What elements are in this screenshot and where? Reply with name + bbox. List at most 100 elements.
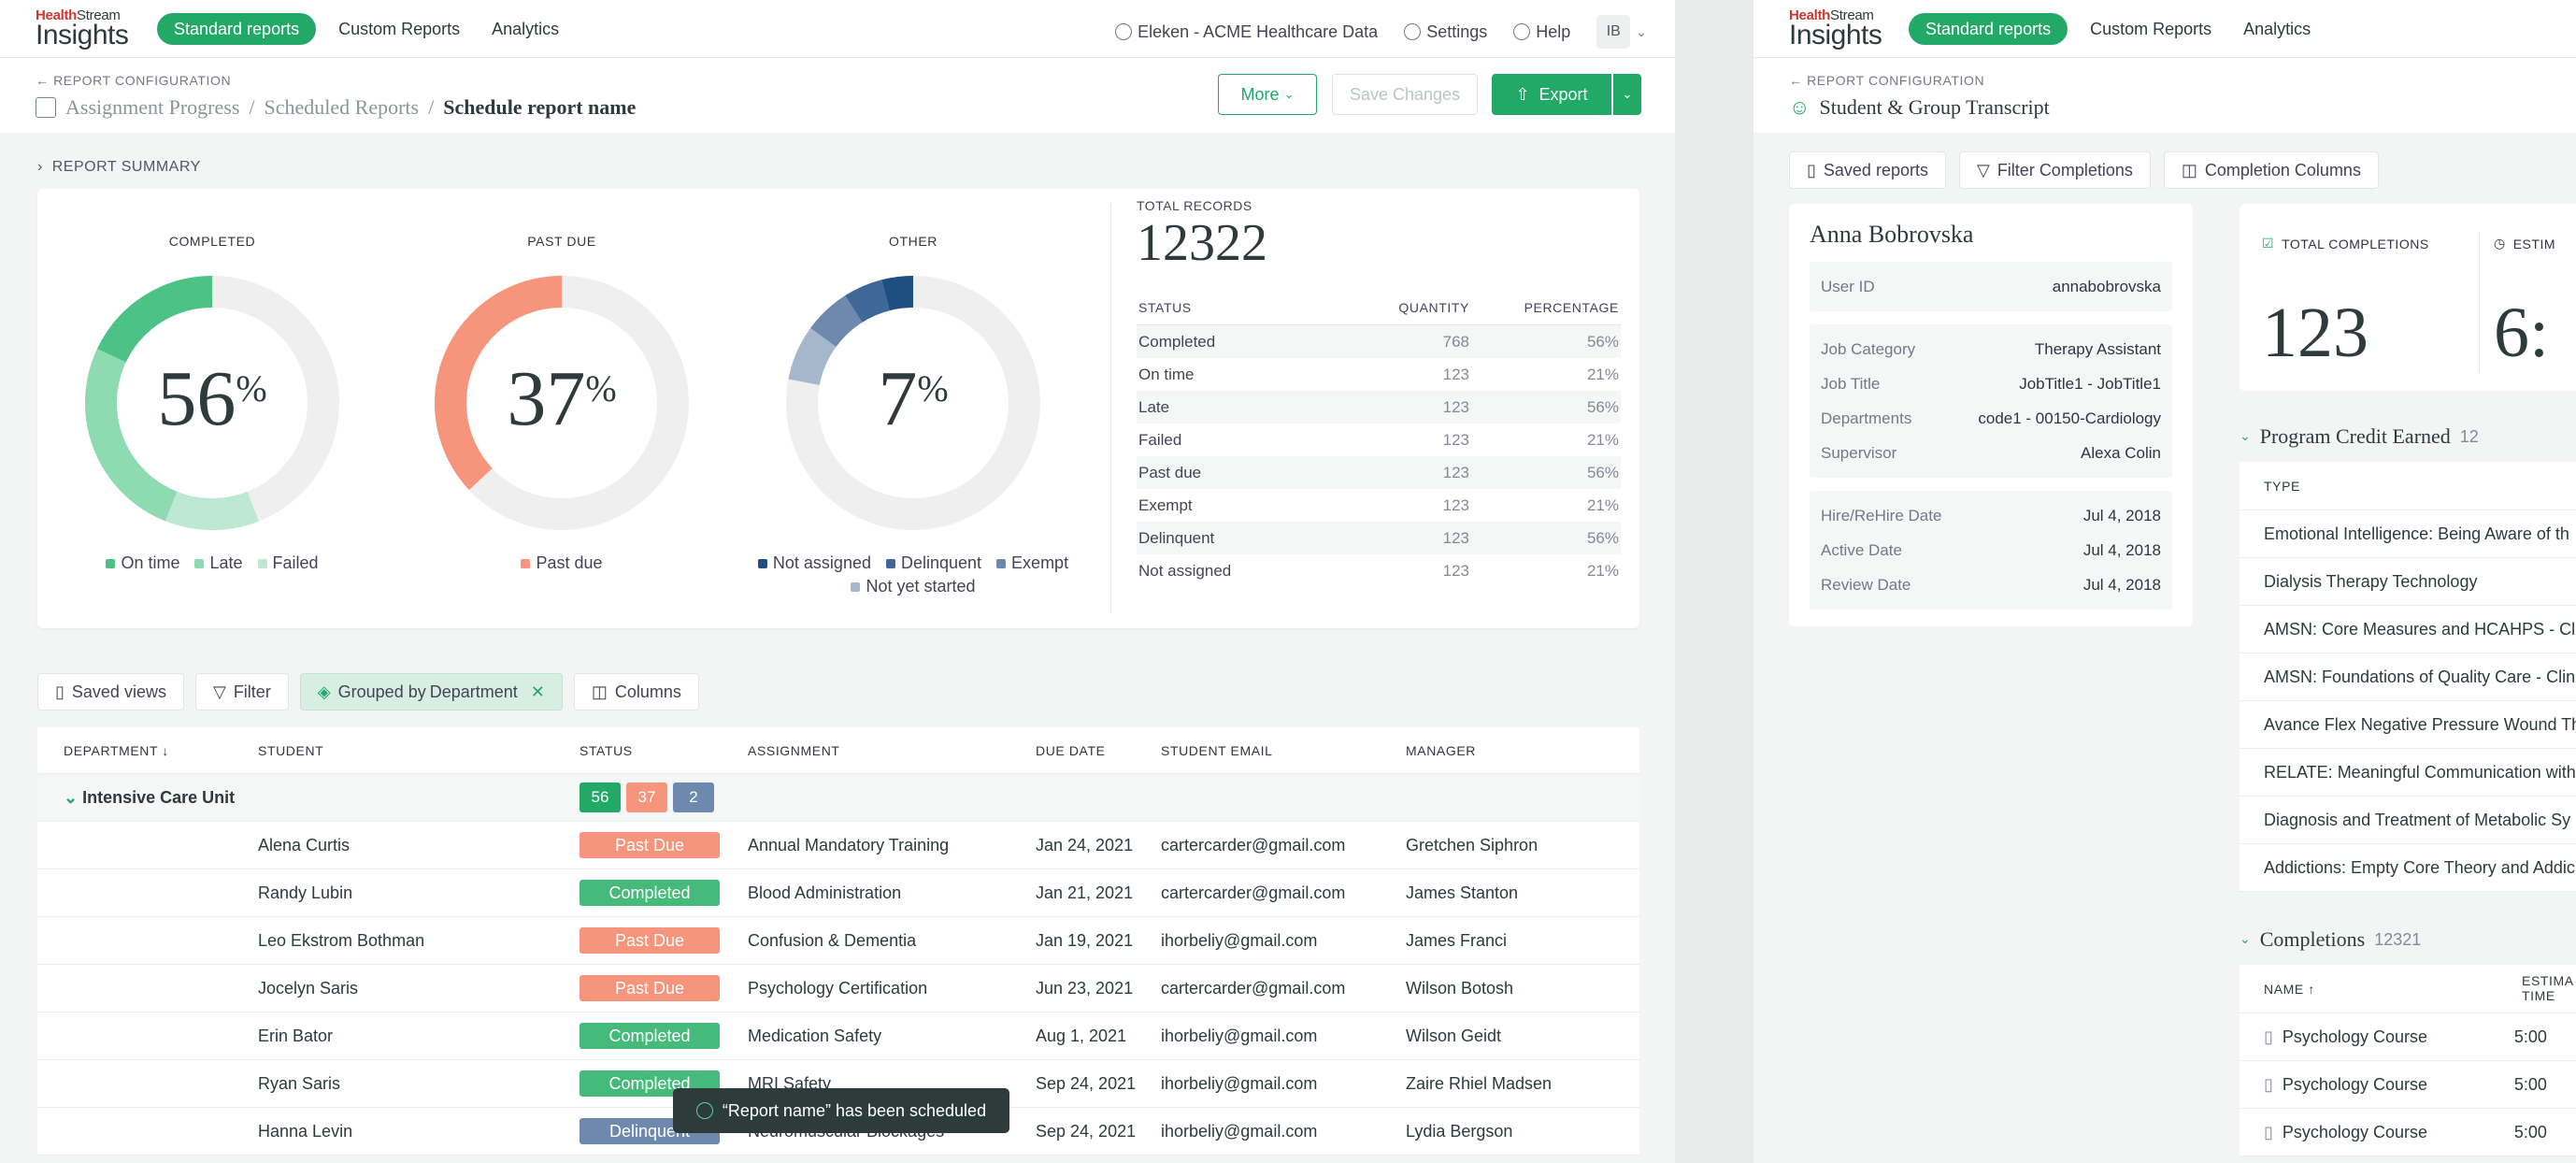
status-quantity: 123	[1442, 463, 1469, 481]
cell-assignment: Psychology Certification	[748, 978, 928, 998]
status-name: Completed	[1138, 332, 1216, 351]
donut-segment-exempt[interactable]	[778, 267, 1049, 538]
column-header-manager[interactable]: MANAGER	[1406, 742, 1476, 758]
profile-field: Active Date Jul 4, 2018	[1821, 533, 2161, 567]
student-name: Anna Bobrovska	[1810, 221, 1974, 248]
logo[interactable]: HealthStream Insights	[1789, 8, 1882, 50]
completion-row[interactable]: ▯ Psychology Course 5:00	[2240, 1061, 2576, 1109]
column-header-student[interactable]: STUDENT	[258, 742, 324, 758]
column-header-assignment[interactable]: ASSIGNMENT	[748, 742, 840, 758]
grouped-by-chip[interactable]: ◈ Grouped by Department ✕	[299, 673, 563, 711]
program-item[interactable]: AMSN: Core Measures and HCAHPS - Clin	[2240, 606, 2576, 653]
donut-percent: 56	[157, 355, 236, 442]
dates-block: Hire/ReHire Date Jul 4, 2018 Active Date Ju…	[1810, 491, 2172, 610]
program-list-header[interactable]: TYPE	[2240, 462, 2576, 510]
legend-swatch	[851, 582, 861, 592]
donut-segment-failed[interactable]	[77, 267, 348, 538]
settings-label: Settings	[1426, 22, 1488, 41]
table-row[interactable]: Erin Bator Completed Medication Safety Aug …	[37, 1012, 1639, 1060]
export-dropdown-button[interactable]: ⌄	[1613, 74, 1641, 115]
column-header[interactable]: PERCENTAGE	[1524, 299, 1619, 315]
nav-analytics[interactable]: Analytics	[492, 19, 560, 38]
status-name: Past due	[1138, 463, 1202, 481]
table-row[interactable]: Alena Curtis Past Due Annual Mandatory Tra…	[37, 822, 1639, 869]
cell-email: cartercarder@gmail.com	[1161, 883, 1346, 902]
cell-email: ihorbeliy@gmail.com	[1161, 1073, 1318, 1093]
completion-row[interactable]: ▯ Psychology Course 5:00	[2240, 1109, 2576, 1156]
table-row[interactable]: Randy Lubin Completed Blood Administration…	[37, 869, 1639, 917]
job-info-block: Job Category Therapy Assistant Job Title Jo…	[1810, 324, 2172, 478]
profile-field-value: Jul 4, 2018	[2082, 575, 2161, 594]
completion-columns-button[interactable]: ◫ Completion Columns	[2163, 151, 2379, 189]
saved-views-button[interactable]: ▯ Saved views	[37, 673, 184, 711]
breadcrumb-scheduled-reports[interactable]: Scheduled Reports	[264, 95, 420, 119]
column-header-name[interactable]: NAME ↑	[2264, 982, 2522, 997]
program-item[interactable]: Avance Flex Negative Pressure Wound Th	[2240, 701, 2576, 749]
program-credit-header[interactable]: ⌄ Program Credit Earned 12	[2240, 424, 2479, 449]
close-icon[interactable]: ✕	[530, 682, 545, 701]
cell-status: Completed	[580, 880, 748, 906]
nav-standard-reports[interactable]: Standard reports	[157, 13, 317, 45]
total-completions-label: TOTAL COMPLETIONS	[2282, 236, 2429, 251]
donut-title: PAST DUE	[527, 234, 596, 249]
column-header-due-date[interactable]: DUE DATE	[1036, 742, 1106, 758]
status-percentage: 21%	[1586, 561, 1619, 580]
column-header-student-email[interactable]: STUDENT EMAIL	[1161, 742, 1273, 758]
chevron-down-icon: ⌄	[1636, 23, 1647, 39]
cell-due: Jan 19, 2021	[1036, 930, 1134, 950]
group-row[interactable]: ⌄ Intensive Care Unit 56 37 2	[37, 774, 1639, 822]
export-button[interactable]: ⇧ Export	[1492, 74, 1611, 115]
user-menu[interactable]: IB ⌄	[1596, 15, 1647, 49]
table-row[interactable]: Hanna LevinDelinquentNeuromuscular Block…	[37, 1108, 1639, 1156]
donut-legend: Past due	[417, 553, 707, 573]
program-item[interactable]: Addictions: Empty Core Theory and Addic	[2240, 844, 2576, 892]
columns-icon: ◫	[2181, 160, 2197, 179]
gear-icon	[1404, 23, 1422, 40]
sort-down-icon[interactable]: ↓	[157, 742, 169, 758]
logo[interactable]: HealthStream Insights	[36, 8, 129, 50]
back-link[interactable]: ← REPORT CONFIGURATION	[36, 73, 232, 88]
logo-health: Health	[1789, 7, 1831, 23]
status-name: Late	[1138, 397, 1170, 416]
nav-analytics[interactable]: Analytics	[2243, 19, 2311, 38]
table-row[interactable]: Leo Ekstrom Bothman Past Due Confusion & D…	[37, 917, 1639, 965]
table-row[interactable]: Jocelyn Saris Past Due Psychology Certific…	[37, 965, 1639, 1012]
save-changes-button[interactable]: Save Changes	[1332, 74, 1478, 115]
column-header-time[interactable]: ESTIMA TIME	[2522, 973, 2574, 1003]
cell-manager: Wilson Botosh	[1406, 978, 1514, 998]
group-name[interactable]: ⌄ Intensive Care Unit	[37, 788, 580, 808]
program-item[interactable]: Dialysis Therapy Technology	[2240, 558, 2576, 606]
program-item[interactable]: Emotional Intelligence: Being Aware of t…	[2240, 510, 2576, 558]
program-item[interactable]: RELATE: Meaningful Communication with	[2240, 749, 2576, 797]
filter-button[interactable]: ▽ Filter	[194, 673, 289, 711]
column-header-department[interactable]: DEPARTMENT ↓	[64, 742, 169, 758]
columns-button[interactable]: ◫ Columns	[573, 673, 699, 711]
donut-legend: On time Late Failed	[67, 553, 357, 573]
saved-reports-button[interactable]: ▯ Saved reports	[1789, 151, 1946, 189]
chevron-down-icon[interactable]: ⌄	[64, 787, 83, 807]
back-link[interactable]: ← REPORT CONFIGURATION	[1789, 73, 1985, 88]
nav-custom-reports[interactable]: Custom Reports	[2090, 19, 2212, 38]
profile-field-label: Departments	[1821, 409, 1912, 427]
column-header[interactable]: QUANTITY	[1398, 299, 1469, 315]
org-switcher[interactable]: Eleken - ACME Healthcare Data	[1115, 22, 1378, 42]
status-badge: Past Due	[580, 975, 720, 1001]
program-item[interactable]: Diagnosis and Treatment of Metabolic Sy	[2240, 797, 2576, 844]
column-header-status[interactable]: STATUS	[580, 742, 633, 758]
completions-header[interactable]: ⌄ Completions 12321	[2240, 927, 2421, 952]
program-item[interactable]: AMSN: Foundations of Quality Care - Clin	[2240, 653, 2576, 701]
settings-link[interactable]: Settings	[1404, 22, 1487, 42]
breadcrumb-assignment-progress[interactable]: Assignment Progress	[65, 95, 240, 119]
help-link[interactable]: Help	[1513, 22, 1570, 42]
legend-label: Late	[209, 553, 243, 572]
nav-custom-reports[interactable]: Custom Reports	[338, 19, 461, 38]
columns-label: Columns	[614, 682, 681, 701]
top-navbar: HealthStream Insights Standard reports C…	[0, 0, 1675, 58]
cell-assignment: Annual Mandatory Training	[748, 835, 950, 854]
completion-row[interactable]: ▯ Psychology Course 5:00	[2240, 1013, 2576, 1061]
nav-standard-reports[interactable]: Standard reports	[1909, 13, 2068, 45]
report-summary-toggle[interactable]: › REPORT SUMMARY	[37, 159, 201, 175]
cell-student: Hanna Levin	[258, 1121, 353, 1141]
filter-completions-button[interactable]: ▽ Filter Completions	[1958, 151, 2151, 189]
more-button[interactable]: More ⌄	[1218, 74, 1317, 115]
